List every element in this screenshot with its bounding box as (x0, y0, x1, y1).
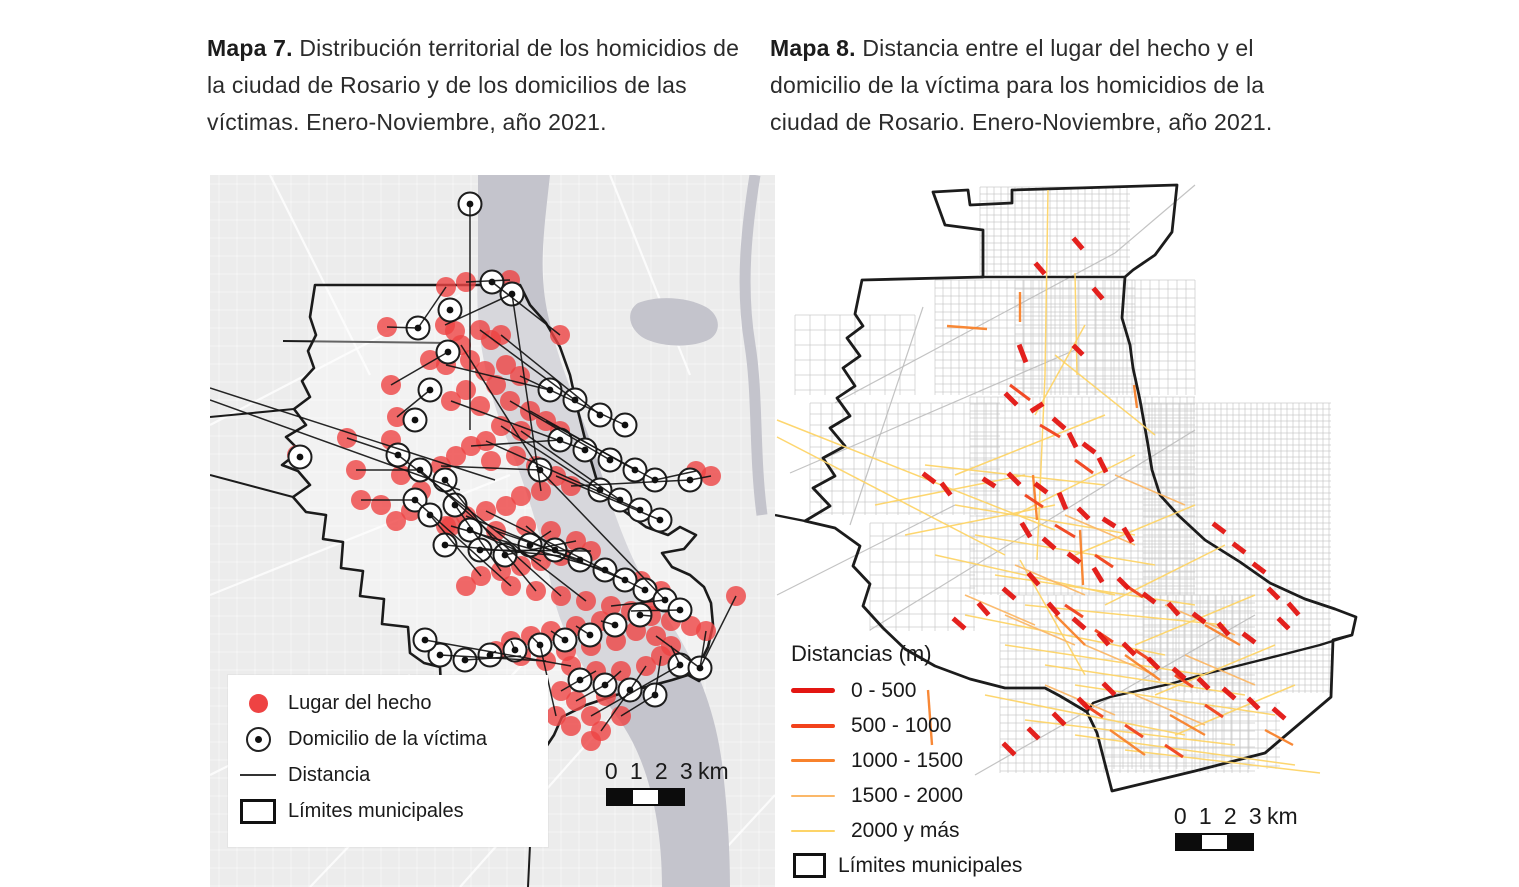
distance-line-icon (240, 774, 276, 776)
legend-item-distancia: Distancia (228, 757, 548, 793)
legend-title: Distancias (m) (791, 641, 932, 666)
legend-label: Distancia (288, 763, 371, 786)
legend-label: Límites municipales (838, 853, 1023, 877)
distance-class-swatch (791, 723, 835, 728)
map7-title-number: Mapa 7. (207, 35, 293, 61)
municipal-boundary-icon (793, 853, 826, 878)
map8-title: Mapa 8. Distancia entre el lugar del hec… (770, 30, 1326, 141)
legend-item-limites: Límites municipales (228, 793, 548, 829)
map7-basemap (210, 175, 775, 887)
legend-label: 1500 - 2000 (851, 783, 964, 807)
legend-item-domicilio: Domicilio de la víctima (228, 721, 548, 757)
map8-scalebar: 0 1 2 3 km (1173, 803, 1315, 851)
hecho-dot-icon (248, 693, 268, 713)
legend-item-0-500: 0 - 500 (787, 673, 1087, 708)
legend-label: 1000 - 1500 (851, 748, 964, 772)
distance-class-swatch (791, 759, 835, 762)
scalebar-bar (606, 788, 685, 806)
scalebar-ticks: 0 1 2 3 km (604, 758, 729, 784)
map7-title-text: Distribución territorial de los homicidi… (207, 35, 740, 135)
legend-item-limites: Límites municipales (787, 848, 1087, 883)
legend-label: Lugar del hecho (288, 691, 432, 714)
legend-item-1500-2000: 1500 - 2000 (787, 778, 1087, 813)
distance-class-swatch (791, 794, 835, 797)
map7-legend: Lugar del hecho Domicilio de la víctima … (228, 675, 548, 847)
distance-class-swatch (791, 688, 835, 693)
map8-title-number: Mapa 8. (770, 35, 856, 61)
municipal-boundary-icon (240, 798, 276, 824)
legend-label: 0 - 500 (851, 678, 917, 702)
scalebar-bar (1175, 833, 1254, 851)
legend-label: Límites municipales (288, 799, 464, 822)
map8-canvas: Distancias (m) 0 - 500 500 - 1000 1000 -… (775, 175, 1395, 887)
scalebar-ticks: 0 1 2 3 km (1173, 803, 1298, 829)
legend-label: Domicilio de la víctima (288, 727, 487, 750)
map7-scalebar: 0 1 2 3 km (604, 758, 746, 806)
map7-title: Mapa 7. Distribución territorial de los … (207, 30, 763, 141)
domicilio-circle-icon (245, 726, 271, 752)
legend-item-2000-mas: 2000 y más (787, 813, 1087, 848)
map7-canvas: Lugar del hecho Domicilio de la víctima … (210, 175, 775, 887)
legend-label: 2000 y más (851, 818, 960, 842)
legend-item-1000-1500: 1000 - 1500 (787, 743, 1087, 778)
map8-basemap (775, 175, 1395, 887)
legend-item-lugar-del-hecho: Lugar del hecho (228, 685, 548, 721)
legend-item-500-1000: 500 - 1000 (787, 708, 1087, 743)
map8-title-text: Distancia entre el lugar del hecho y el … (770, 35, 1273, 135)
legend-label: 500 - 1000 (851, 713, 952, 737)
distance-class-swatch (791, 829, 835, 832)
map8-legend: Distancias (m) 0 - 500 500 - 1000 1000 -… (787, 641, 1087, 883)
